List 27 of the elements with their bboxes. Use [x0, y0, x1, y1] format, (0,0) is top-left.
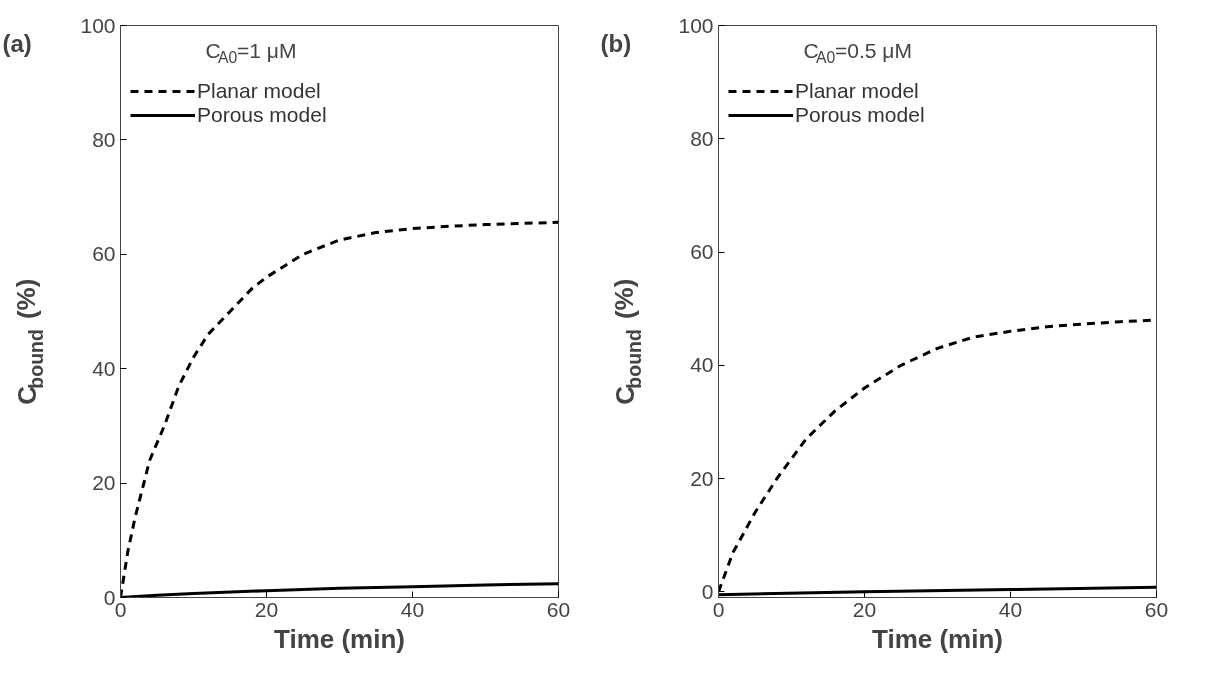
chart-title: (b) — [600, 30, 632, 57]
x-axis-title: Time (min) — [872, 623, 1003, 654]
y-tick-label: 20 — [92, 471, 116, 495]
x-tick-label: 40 — [998, 597, 1023, 621]
x-axis-title: Time (min) — [274, 623, 405, 654]
y-tick-label: 100 — [678, 13, 714, 37]
x-tick-label: 60 — [1144, 597, 1169, 621]
legend-label: Porous model — [197, 103, 327, 127]
x-tick-label: 20 — [852, 597, 877, 621]
y-tick-label: 60 — [92, 242, 116, 266]
y-tick-label: 80 — [690, 126, 714, 150]
legend-label: Planar model — [795, 79, 919, 103]
legend-label: Planar model — [197, 79, 321, 103]
y-tick-label: 60 — [690, 240, 714, 264]
x-tick-label: 60 — [546, 597, 571, 621]
chart-title: (a) — [2, 30, 32, 57]
y-tick-label: 80 — [92, 127, 116, 151]
y-axis-title: Cbound (%) — [11, 278, 47, 405]
x-tick-label: 40 — [400, 597, 425, 621]
y-axis-title: Cbound (%) — [609, 278, 645, 405]
legend-label: Porous model — [795, 103, 925, 127]
y-tick-label: 100 — [80, 13, 116, 37]
y-tick-label: 20 — [690, 466, 714, 490]
y-tick-label: 0 — [701, 579, 714, 603]
y-tick-label: 40 — [690, 353, 714, 377]
x-tick-label: 20 — [254, 597, 279, 621]
y-tick-label: 40 — [92, 356, 116, 380]
